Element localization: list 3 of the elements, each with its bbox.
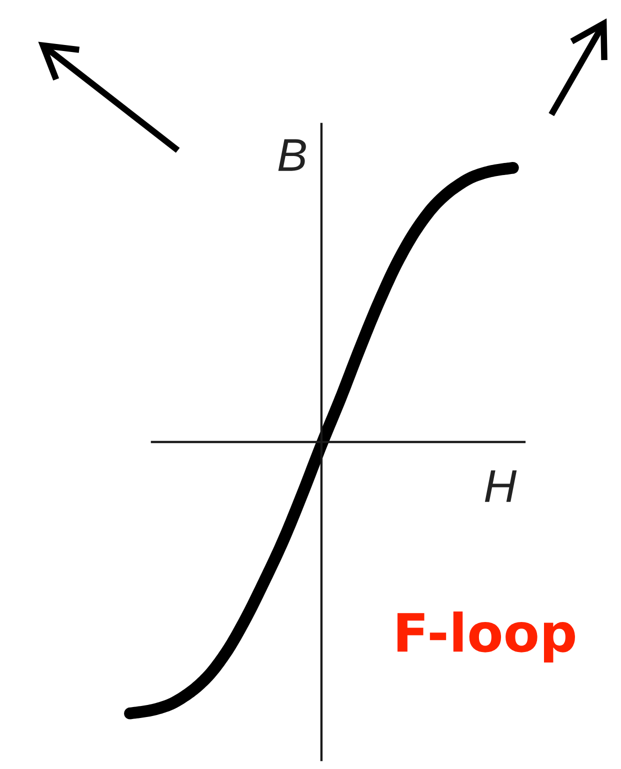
annotation: F-loop xyxy=(398,611,575,663)
y-axis-title: B xyxy=(278,139,306,171)
x-axis-title: H xyxy=(484,470,517,502)
